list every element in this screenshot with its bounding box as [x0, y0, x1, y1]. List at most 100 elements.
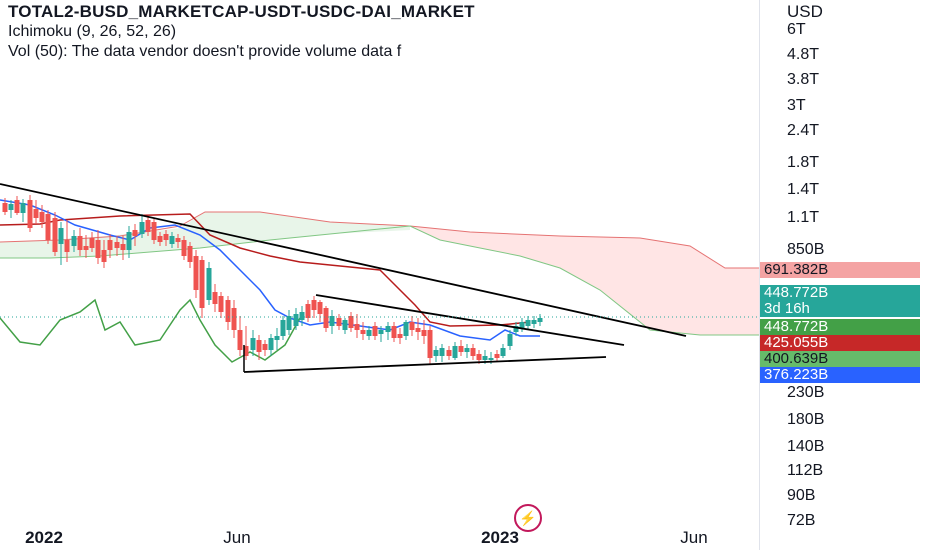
price-label: 3.8T — [787, 71, 820, 88]
candle-body — [415, 328, 421, 332]
candle-body — [33, 209, 39, 218]
candle-body — [199, 260, 205, 308]
candle-body — [114, 242, 120, 248]
price-label: 180B — [787, 411, 825, 428]
candle-body — [537, 318, 543, 322]
trendline-drawings[interactable] — [0, 183, 687, 373]
ichimoku-legend[interactable]: Ichimoku (9, 26, 52, 26) — [8, 23, 177, 40]
symbol-title[interactable]: TOTAL2-BUSD_MARKETCAP-USDT-USDC-DAI_MARK… — [8, 2, 475, 21]
lightning-bolt-icon[interactable]: ⚡ — [514, 504, 542, 532]
time-label: Jun — [680, 528, 708, 547]
price-label: 112B — [787, 462, 824, 479]
candle-body — [311, 300, 317, 310]
cloud-span-b-tag: 691.382B — [760, 262, 920, 278]
candle-body — [433, 350, 439, 356]
candle-body — [446, 350, 452, 356]
candle-body — [262, 344, 268, 350]
candle-body — [14, 200, 20, 213]
candle-body — [409, 322, 415, 330]
candle-body — [507, 334, 513, 346]
candle-body — [206, 268, 212, 300]
candle-body — [274, 336, 280, 340]
candle-body — [525, 320, 531, 326]
candle-body — [305, 304, 311, 318]
candle-body — [385, 326, 391, 332]
candle-body — [169, 236, 175, 244]
candle-body — [163, 234, 169, 240]
currency-label: USD — [787, 2, 823, 21]
price-label: 6T — [787, 21, 806, 38]
candle-body — [45, 214, 51, 240]
countdown-tag: 3d 16h — [760, 301, 920, 317]
candle-body — [225, 300, 231, 322]
price-label: 230B — [787, 384, 825, 401]
candle-body — [77, 236, 83, 250]
candle-body — [27, 200, 33, 228]
candle-body — [421, 330, 427, 336]
candle-body — [464, 348, 470, 352]
candle-body — [488, 358, 494, 360]
candle-body — [439, 348, 445, 356]
cloud-span-a-tag: 400.639B — [760, 351, 920, 367]
candle-body — [120, 244, 126, 250]
price-chart[interactable] — [0, 0, 760, 524]
base-line — [0, 213, 531, 327]
span-a-line — [0, 225, 760, 336]
descending-trendline — [0, 183, 687, 337]
last-price-tag: 448.772B — [760, 285, 920, 301]
candle-body — [366, 330, 372, 336]
candle-body — [237, 330, 243, 350]
candle-body — [280, 320, 286, 336]
candle-body — [145, 220, 151, 232]
candle-body — [329, 316, 335, 326]
price-label: 90B — [787, 487, 816, 504]
candle-body — [181, 240, 187, 256]
conversion-line-tag: 376.223B — [760, 367, 920, 383]
price-label: 2.4T — [787, 122, 820, 139]
price-label: 1.4T — [787, 181, 820, 198]
candle-body — [403, 322, 409, 336]
candle-body — [342, 320, 348, 330]
candle-body — [336, 318, 342, 326]
candle-body — [107, 240, 113, 250]
candle-body — [151, 222, 157, 240]
candle-body — [391, 326, 397, 338]
cloud-bearish — [410, 226, 760, 335]
candle-body — [427, 330, 433, 358]
candle-body — [2, 203, 8, 212]
candle-body — [52, 218, 58, 252]
axis-divider — [759, 0, 760, 550]
candle-body — [139, 222, 145, 234]
candle-body — [212, 292, 218, 304]
cloud-bullish — [0, 212, 410, 258]
candle-body — [126, 232, 132, 250]
candle-body — [494, 354, 500, 358]
candle-body — [482, 356, 488, 360]
triangle-upper-line — [315, 294, 625, 346]
volume-legend[interactable]: Vol (50): The data vendor doesn't provid… — [8, 43, 402, 60]
candle-body — [348, 316, 354, 328]
candle-body — [101, 250, 107, 262]
candle-body — [286, 316, 292, 330]
price-label: 1.8T — [787, 154, 820, 171]
candle-body — [372, 326, 378, 336]
candle-body — [8, 204, 14, 210]
candle-body — [470, 348, 476, 356]
candle-body — [513, 326, 519, 332]
candle-body — [64, 240, 70, 252]
chart-legend: TOTAL2-BUSD_MARKETCAP-USDT-USDC-DAI_MARK… — [8, 2, 752, 62]
price-axis[interactable]: USD 6T 4.8T 3.8T 3T 2.4T 1.8T 1.4T 1.1T … — [760, 0, 932, 550]
price-label: 4.8T — [787, 46, 820, 63]
candle-body — [519, 322, 525, 328]
candle-body — [256, 340, 262, 352]
candle-body — [175, 238, 181, 242]
candle-body — [360, 330, 366, 334]
candle-body — [500, 348, 506, 356]
candle-body — [243, 346, 249, 356]
time-axis[interactable]: 2022 Jun 2023 Jun — [0, 524, 760, 550]
candle-body — [89, 238, 95, 248]
candle-body — [71, 236, 77, 246]
candle-body — [323, 308, 329, 328]
price-label: 3T — [787, 97, 806, 114]
candle-body — [397, 334, 403, 338]
